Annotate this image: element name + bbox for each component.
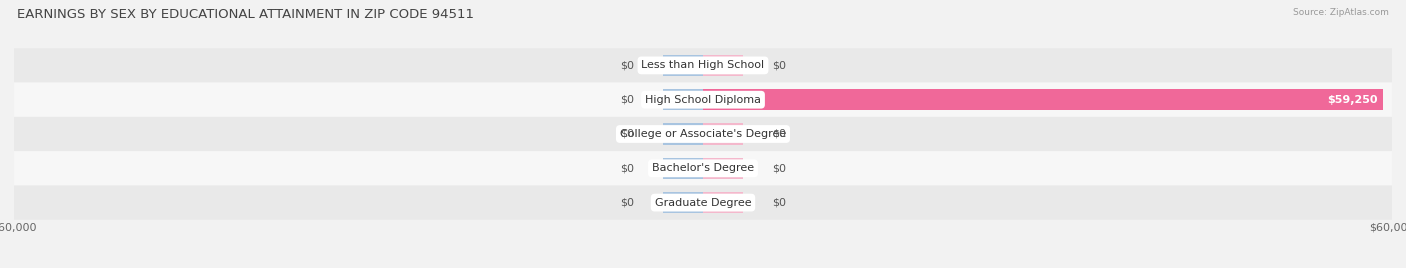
Bar bbox=[662, 89, 703, 110]
Bar bbox=[703, 158, 744, 179]
Bar bbox=[703, 192, 744, 213]
FancyBboxPatch shape bbox=[14, 117, 1392, 151]
Bar bbox=[703, 123, 744, 145]
Text: $0: $0 bbox=[620, 95, 634, 105]
Text: $0: $0 bbox=[620, 163, 634, 173]
Bar bbox=[662, 158, 703, 179]
Text: EARNINGS BY SEX BY EDUCATIONAL ATTAINMENT IN ZIP CODE 94511: EARNINGS BY SEX BY EDUCATIONAL ATTAINMEN… bbox=[17, 8, 474, 21]
FancyBboxPatch shape bbox=[14, 151, 1392, 185]
FancyBboxPatch shape bbox=[14, 48, 1392, 83]
Text: High School Diploma: High School Diploma bbox=[645, 95, 761, 105]
Bar bbox=[662, 55, 703, 76]
Text: Graduate Degree: Graduate Degree bbox=[655, 198, 751, 208]
Text: Bachelor's Degree: Bachelor's Degree bbox=[652, 163, 754, 173]
FancyBboxPatch shape bbox=[14, 185, 1392, 220]
Text: Less than High School: Less than High School bbox=[641, 60, 765, 70]
Legend: Male, Female: Male, Female bbox=[637, 263, 769, 268]
Bar bbox=[703, 55, 744, 76]
Text: $59,250: $59,250 bbox=[1327, 95, 1378, 105]
Text: $0: $0 bbox=[620, 198, 634, 208]
Text: $0: $0 bbox=[620, 129, 634, 139]
Text: $0: $0 bbox=[772, 129, 786, 139]
Bar bbox=[703, 89, 1384, 110]
Bar bbox=[662, 123, 703, 145]
Text: College or Associate's Degree: College or Associate's Degree bbox=[620, 129, 786, 139]
Text: $0: $0 bbox=[772, 60, 786, 70]
Text: $0: $0 bbox=[772, 198, 786, 208]
Text: $0: $0 bbox=[620, 60, 634, 70]
Bar bbox=[662, 192, 703, 213]
FancyBboxPatch shape bbox=[14, 83, 1392, 117]
Text: Source: ZipAtlas.com: Source: ZipAtlas.com bbox=[1294, 8, 1389, 17]
Text: $0: $0 bbox=[772, 163, 786, 173]
